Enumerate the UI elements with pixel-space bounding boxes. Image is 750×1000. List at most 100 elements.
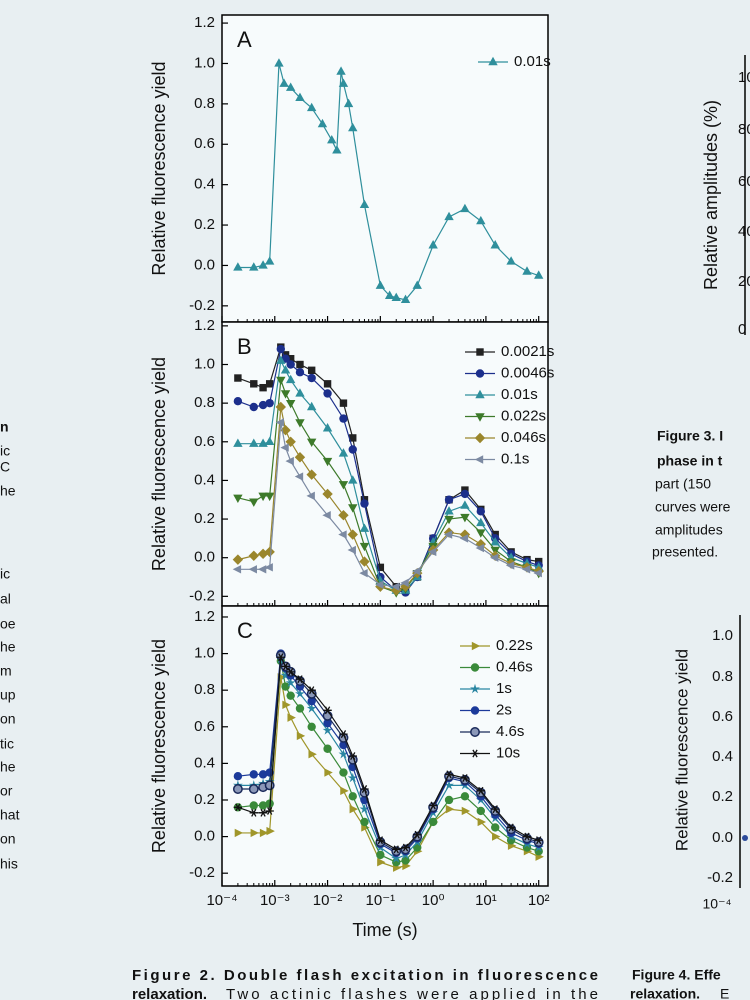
marker [286,355,295,363]
fig3-caption: amplitudes [655,522,723,538]
marker [359,199,370,209]
marker [276,344,285,354]
y-tick-label: 1.0 [194,54,215,71]
marker [327,135,337,144]
marker [490,240,500,249]
y-tick-label: 0.2 [194,791,215,808]
legend-label: 0.0021s [501,343,554,360]
marker [348,445,357,454]
marker [287,713,296,722]
marker [445,804,455,814]
marker [428,801,438,810]
marker [257,548,269,560]
marker [286,691,295,700]
legend-label: 0.46s [496,658,533,675]
legend-label: 0.01s [501,386,538,403]
legend-marker [488,56,498,66]
marker [306,703,317,713]
marker [340,786,349,796]
fig4-caption: E [720,986,729,1000]
marker [285,82,296,91]
marker [232,565,242,574]
legend-marker [476,348,484,356]
marker [295,675,305,684]
legend-label: 0.22s [496,637,533,654]
marker [401,856,410,865]
marker [391,292,401,301]
marker [347,545,356,555]
fig3-tick-label: 20 [738,273,750,290]
marker [276,355,286,364]
marker [249,808,258,817]
marker [307,686,316,695]
y-tick-label: -0.2 [189,864,215,881]
marker [264,492,275,502]
fig2-caption: relaxation. [132,986,207,1000]
column-fragment: he [0,639,16,655]
marker [339,399,348,407]
marker [360,785,369,793]
x-tick-label: 10² [528,892,550,909]
y-tick-label: 0.0 [194,256,215,273]
marker [295,704,305,713]
marker [490,553,499,562]
marker [232,554,244,565]
marker [336,66,346,75]
fig4-tick-label: 1.0 [712,627,733,644]
marker [359,542,370,552]
column-fragment: C [0,459,10,475]
marker [249,262,259,271]
marker [264,256,275,265]
y-tick-label: -0.2 [189,587,215,604]
legend-label: 0.022s [501,407,546,424]
panel-label: C [237,618,253,643]
x-tick-label: 10⁻¹ [366,892,396,909]
marker [276,376,286,386]
marker [306,102,317,112]
marker [281,662,290,671]
fig3-tick-label: 40 [738,223,750,240]
marker [348,752,357,761]
marker [306,438,317,447]
marker [460,774,470,782]
marker [348,475,358,484]
y-tick-label: 0.8 [194,681,215,698]
marker [259,828,269,838]
marker [401,843,410,852]
marker [264,546,275,558]
marker [295,368,305,377]
y-tick-label: 0.2 [194,216,215,233]
marker [506,256,516,265]
marker [343,98,354,108]
fig3-caption: part (150 [655,476,711,492]
marker [264,436,275,445]
marker [264,563,273,572]
marker [360,817,369,827]
marker [400,294,411,303]
y-axis-label: Relative fluorescence yield [149,61,169,275]
column-fragment: his [0,856,18,872]
marker [444,770,454,779]
marker [258,400,268,410]
x-tick-label: 10¹ [475,892,497,909]
marker [266,826,275,836]
marker [258,770,268,779]
fig4-x-tick-label: 10⁻⁴ [703,896,732,912]
y-axis-label: Relative fluorescence yield [149,639,169,853]
x-tick-label: 10⁰ [422,892,445,909]
marker [249,498,259,507]
marker [359,803,370,814]
marker [258,808,268,817]
x-axis-label: Time (s) [352,920,417,940]
marker [295,688,305,699]
column-fragment: al [0,591,11,607]
fig3-caption: Figure 3. I [657,428,723,444]
marker [249,801,258,810]
marker [359,556,370,567]
fig3-tick-label: 80 [738,121,750,138]
y-tick-label: 0.4 [194,754,215,771]
fig4-point [742,835,748,841]
marker [306,401,317,411]
y-tick-label: -0.2 [189,297,215,314]
